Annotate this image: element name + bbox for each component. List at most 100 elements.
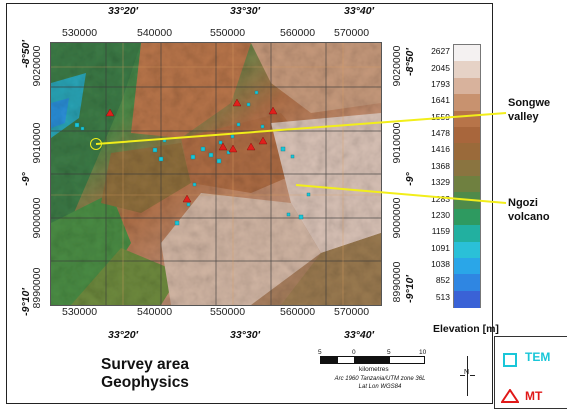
mt-station-marker — [246, 142, 256, 151]
bottom-utm-label: 540000 — [137, 306, 173, 318]
legend-swatch — [454, 61, 480, 79]
legend-swatch — [454, 176, 480, 193]
legend-value: 1038 — [431, 259, 450, 270]
mt-station-marker — [258, 136, 268, 145]
tem-station-marker — [280, 146, 286, 152]
tem-station-marker — [286, 212, 291, 217]
songwe-valley-callout: Songwe valley — [508, 96, 550, 124]
legend-value: 852 — [435, 275, 450, 286]
callout-text: valley — [508, 111, 539, 123]
tem-station-marker — [174, 220, 180, 226]
tem-station-marker — [226, 150, 231, 155]
map-subgrid — [51, 43, 381, 305]
legend-title: Elevation [m] — [433, 323, 499, 335]
tem-station-marker — [218, 140, 223, 145]
legend-value: 1091 — [431, 242, 450, 253]
legend-value: 1283 — [431, 193, 450, 204]
terrain-svg — [51, 43, 381, 305]
datum-caption: Lat Lon WGS84 — [358, 384, 402, 390]
north-arrow-tick — [470, 375, 475, 376]
tem-stations — [74, 90, 311, 226]
mt-stations — [105, 98, 278, 203]
survey-title: Survey area Geophysics — [80, 356, 210, 392]
scale-bar — [320, 356, 430, 364]
mt-legend-label: MT — [525, 389, 543, 403]
tem-station-marker — [236, 122, 241, 127]
callout-text: volcano — [508, 211, 550, 223]
legend-value: 1230 — [431, 209, 450, 220]
callout-text: Ngozi — [508, 197, 538, 209]
legend-value: 1641 — [431, 95, 450, 106]
top-utm-label: 570000 — [334, 27, 370, 39]
tem-station-marker — [152, 147, 158, 153]
mt-legend-icon — [501, 389, 519, 403]
legend-swatch — [454, 77, 480, 95]
tem-station-marker — [74, 122, 80, 128]
legend-swatch — [454, 45, 480, 62]
legend-value: 1159 — [431, 226, 450, 237]
mt-station-marker — [232, 98, 242, 107]
top-utm-label: 540000 — [137, 27, 173, 39]
bottom-lon-label: 33°30′ — [230, 329, 261, 341]
tem-station-marker — [260, 124, 265, 129]
scale-tick: 10 — [419, 349, 427, 356]
mt-station-marker — [218, 142, 228, 151]
tem-station-marker — [298, 214, 304, 220]
projection-caption: Arc 1960 Tanzania/UTM zone 36L — [334, 376, 426, 382]
tem-station-marker — [306, 192, 311, 197]
ngozi-volcano-callout: Ngozi volcano — [508, 196, 550, 224]
title-line: Geophysics — [101, 374, 189, 391]
bottom-utm-label: 530000 — [62, 306, 98, 318]
north-arrow-shaft — [467, 356, 468, 396]
mt-station-marker — [228, 144, 238, 153]
legend-value: 1478 — [431, 128, 450, 139]
north-arrow-tick — [460, 375, 465, 376]
mt-station-marker — [268, 106, 278, 115]
tem-legend-icon — [503, 353, 517, 367]
legend-swatch — [454, 126, 480, 144]
legend-value: 513 — [435, 291, 450, 302]
tem-station-marker — [208, 152, 214, 158]
tem-station-marker — [290, 154, 295, 159]
tem-station-marker — [158, 156, 164, 162]
legend-swatch — [454, 159, 480, 177]
tem-station-marker — [216, 158, 222, 164]
top-lon-label: 33°40′ — [344, 5, 375, 17]
mt-station-marker — [105, 108, 115, 117]
tem-station-marker — [246, 102, 251, 107]
elevation-map — [50, 42, 382, 306]
scale-unit: kilometres — [359, 366, 389, 373]
top-lon-label: 33°30′ — [230, 5, 261, 17]
title-line: Survey area — [101, 356, 189, 373]
scale-tick: 0 — [352, 349, 356, 356]
legend-value: 2045 — [431, 62, 450, 73]
tem-station-marker — [200, 146, 206, 152]
north-arrow: N — [458, 356, 478, 396]
scale-tick: 5 — [318, 349, 322, 356]
bottom-lon-label: 33°20′ — [108, 329, 139, 341]
top-utm-label: 560000 — [280, 27, 316, 39]
bottom-lon-label: 33°40′ — [344, 329, 375, 341]
tem-station-marker — [190, 154, 196, 160]
tem-station-marker — [80, 126, 85, 131]
legend-value: 1416 — [431, 144, 450, 155]
scale-tick: 5 — [387, 349, 391, 356]
legend-swatch — [454, 94, 480, 111]
songwe-valley-marker — [90, 138, 102, 150]
legend-value: 2627 — [431, 46, 450, 57]
legend-swatch — [454, 143, 480, 161]
callout-text: Songwe — [508, 97, 551, 109]
legend-value: 1559 — [431, 111, 450, 122]
map-grid — [51, 43, 381, 305]
top-utm-label: 530000 — [62, 27, 98, 39]
songwe-callout-line — [95, 112, 507, 145]
legend-swatch — [454, 225, 480, 242]
bottom-utm-label: 570000 — [334, 306, 370, 318]
legend-swatch — [454, 290, 480, 308]
ngozi-callout-line — [295, 184, 507, 204]
legend-swatch — [454, 274, 480, 292]
tem-station-marker — [254, 90, 259, 95]
legend-value: 1329 — [431, 177, 450, 188]
mt-station-marker — [182, 194, 192, 203]
